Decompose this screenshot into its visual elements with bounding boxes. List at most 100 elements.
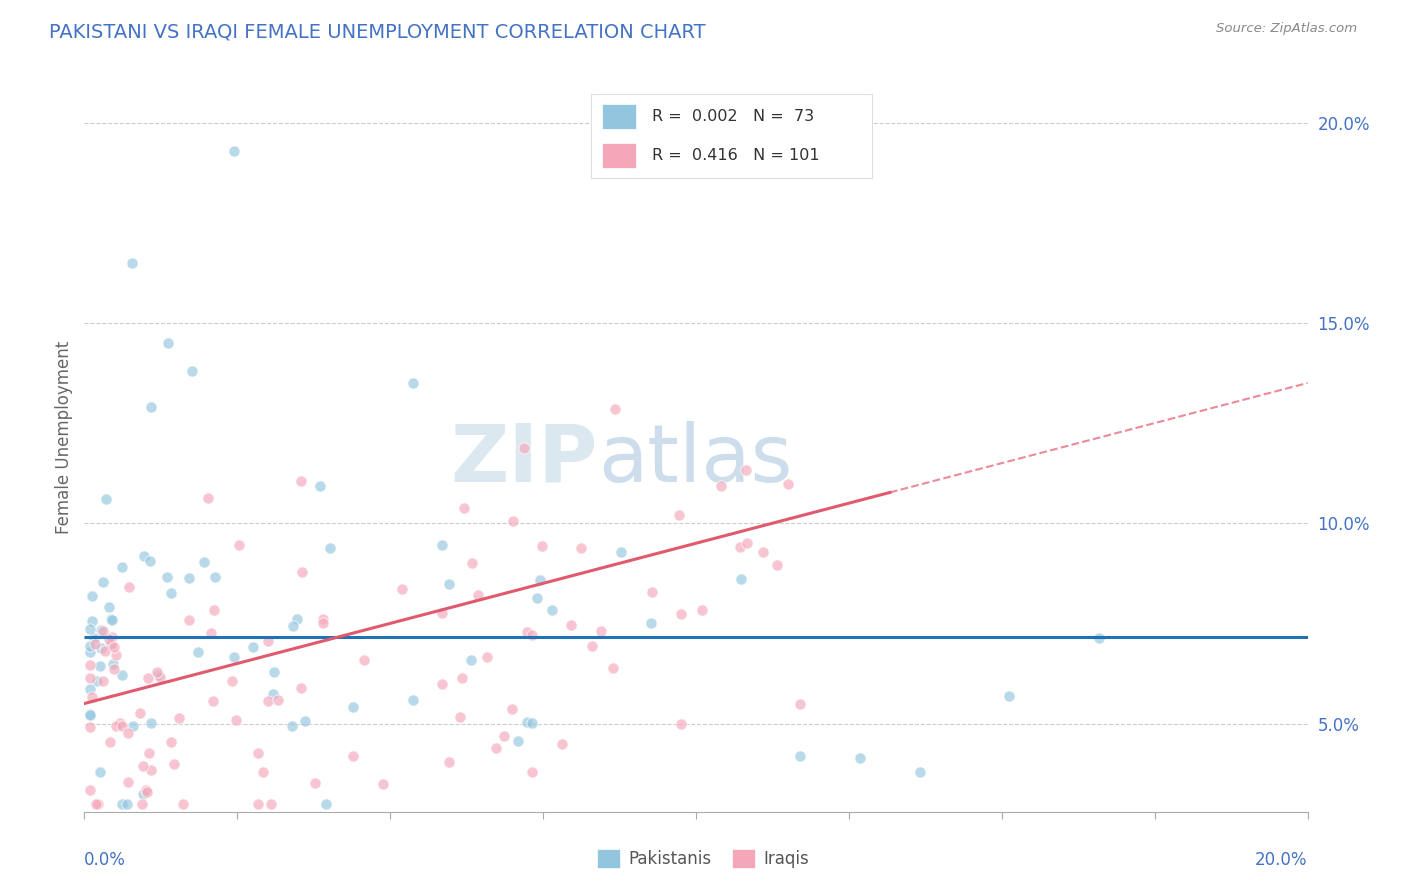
Point [309,479,332,493]
Point [156,335,179,350]
Point [204,570,226,584]
Point [520,716,543,731]
Point [84,797,107,811]
Point [80,690,103,704]
Point [177,571,200,585]
Point [998,689,1021,703]
Point [122,719,145,733]
Point [172,797,194,811]
Point [79,707,101,722]
Point [101,657,124,672]
Point [461,556,484,570]
Point [135,783,157,797]
Point [304,776,326,790]
Point [752,545,775,559]
Point [581,639,603,653]
Point [197,491,219,505]
Point [669,716,692,731]
Point [280,719,302,733]
Point [134,549,156,564]
Text: 20.0%: 20.0% [1256,851,1308,869]
Point [290,681,312,696]
Y-axis label: Female Unemployment: Female Unemployment [55,341,73,533]
Point [160,586,183,600]
Point [520,627,543,641]
Point [225,713,247,727]
Point [110,668,132,682]
Point [737,535,759,549]
Point [450,710,472,724]
Point [101,630,124,644]
Point [79,671,101,685]
Text: R =  0.002   N =  73: R = 0.002 N = 73 [652,109,814,124]
Point [246,797,269,811]
Point [132,759,155,773]
Point [135,785,157,799]
Point [132,787,155,801]
Point [193,555,215,569]
Point [789,748,811,763]
Point [117,775,139,789]
Point [111,719,134,733]
Point [371,777,394,791]
Point [451,671,474,685]
Point [391,582,413,596]
Point [290,475,312,489]
Point [432,606,454,620]
Point [86,674,108,689]
Point [228,537,250,551]
Point [432,539,454,553]
Point [285,612,308,626]
Point [79,622,101,636]
Point [640,616,662,631]
Point [93,643,115,657]
Point [437,755,460,769]
Point [312,612,335,626]
Text: 0.0%: 0.0% [84,851,127,869]
Point [247,746,270,760]
Point [121,256,143,270]
Point [569,541,592,555]
Point [516,624,538,639]
Point [222,649,245,664]
Point [82,589,104,603]
Point [257,693,280,707]
Point [437,577,460,591]
Point [80,614,103,628]
Point [342,700,364,714]
Point [128,706,150,721]
Point [138,747,160,761]
Point [104,648,127,662]
Point [117,725,139,739]
Text: R =  0.416   N = 101: R = 0.416 N = 101 [652,148,820,163]
Point [475,650,498,665]
Point [139,715,162,730]
Point [353,653,375,667]
Point [118,580,141,594]
Point [91,624,114,638]
Text: atlas: atlas [598,420,793,499]
Point [84,637,107,651]
Point [83,632,105,646]
Point [789,697,811,711]
Point [1087,632,1109,646]
Point [148,668,170,682]
Point [242,640,264,655]
Point [160,735,183,749]
Point [319,541,342,555]
Point [156,569,179,583]
Point [141,400,163,414]
Point [669,607,692,622]
Point [401,376,423,390]
Point [100,637,122,651]
Point [103,662,125,676]
FancyBboxPatch shape [602,103,636,129]
Point [513,442,536,456]
Point [177,613,200,627]
Point [202,694,225,708]
Point [221,674,243,689]
Point [260,797,283,811]
Point [90,624,112,638]
Point [267,693,290,707]
Point [453,500,475,515]
